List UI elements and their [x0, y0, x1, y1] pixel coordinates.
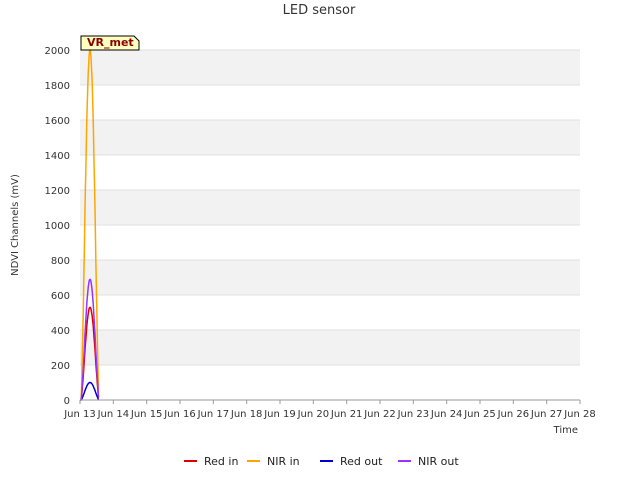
legend-label: Red out	[340, 455, 383, 468]
grid-band	[80, 330, 580, 365]
y-tick-label: 1000	[45, 221, 70, 232]
grid-band	[80, 155, 580, 190]
y-tick-label: 600	[51, 291, 70, 302]
x-tick-label: Jun 13	[63, 409, 96, 420]
chart-title: LED sensor	[283, 3, 356, 18]
x-tick-label: Jun 26	[497, 409, 530, 420]
grid-band	[80, 190, 580, 225]
y-tick-label: 1200	[45, 186, 70, 197]
grid-band	[80, 365, 580, 400]
legend-item: NIR out	[398, 455, 459, 468]
grid-band	[80, 260, 580, 295]
x-tick-label: Jun 27	[530, 409, 563, 420]
series-line	[80, 49, 100, 401]
x-tick-label: Jun 19	[263, 409, 296, 420]
grid-band	[80, 225, 580, 260]
x-tick-label: Jun 17	[197, 409, 230, 420]
series-layer	[80, 49, 100, 401]
y-axis-ticks: 0 200 400 600 800 1000 1200 1400 1600 1800 2000	[45, 46, 70, 407]
legend-label: NIR out	[418, 455, 459, 468]
grid-band	[80, 295, 580, 330]
x-axis-label: Time	[553, 425, 578, 436]
grid-band	[80, 50, 580, 85]
legend-item: NIR in	[247, 455, 300, 468]
series-line	[80, 381, 100, 401]
x-tick-label: Jun 23	[397, 409, 430, 420]
y-tick-label: 200	[51, 361, 70, 372]
x-tick-label: Jun 28	[563, 409, 596, 420]
legend-label: Red in	[204, 455, 238, 468]
y-tick-label: 1400	[45, 151, 70, 162]
x-axis-ticks: Jun 13 Jun 14 Jun 15 Jun 16 Jun 17 Jun 18 Jun …	[63, 400, 596, 420]
y-tick-label: 2000	[45, 46, 70, 57]
x-tick-label: Jun 22	[363, 409, 396, 420]
x-tick-label: Jun 21	[330, 409, 363, 420]
legend-label: NIR in	[267, 455, 300, 468]
x-tick-label: Jun 25	[463, 409, 496, 420]
x-tick-label: Jun 18	[230, 409, 263, 420]
x-tick-label: Jun 16	[163, 409, 196, 420]
legend: Red in NIR in Red out NIR out	[184, 455, 459, 468]
grid-bands	[80, 49, 580, 401]
badge-label: VR_met	[87, 36, 134, 49]
legend-item: Red in	[184, 455, 238, 468]
x-tick-label: Jun 14	[97, 409, 130, 420]
y-tick-label: 1600	[45, 116, 70, 127]
y-tick-label: 800	[51, 256, 70, 267]
x-tick-label: Jun 20	[297, 409, 330, 420]
y-tick-label: 0	[64, 396, 70, 407]
y-tick-label: 1800	[45, 81, 70, 92]
grid-band	[80, 85, 580, 120]
legend-item: Red out	[320, 455, 383, 468]
vr-met-badge: VR_met	[80, 35, 140, 51]
grid-band	[80, 120, 580, 155]
x-tick-label: Jun 24	[430, 409, 463, 420]
x-tick-label: Jun 15	[130, 409, 163, 420]
series-line	[80, 278, 100, 401]
y-tick-label: 400	[51, 326, 70, 337]
y-axis-label: NDVI Channels (mV)	[10, 174, 21, 276]
